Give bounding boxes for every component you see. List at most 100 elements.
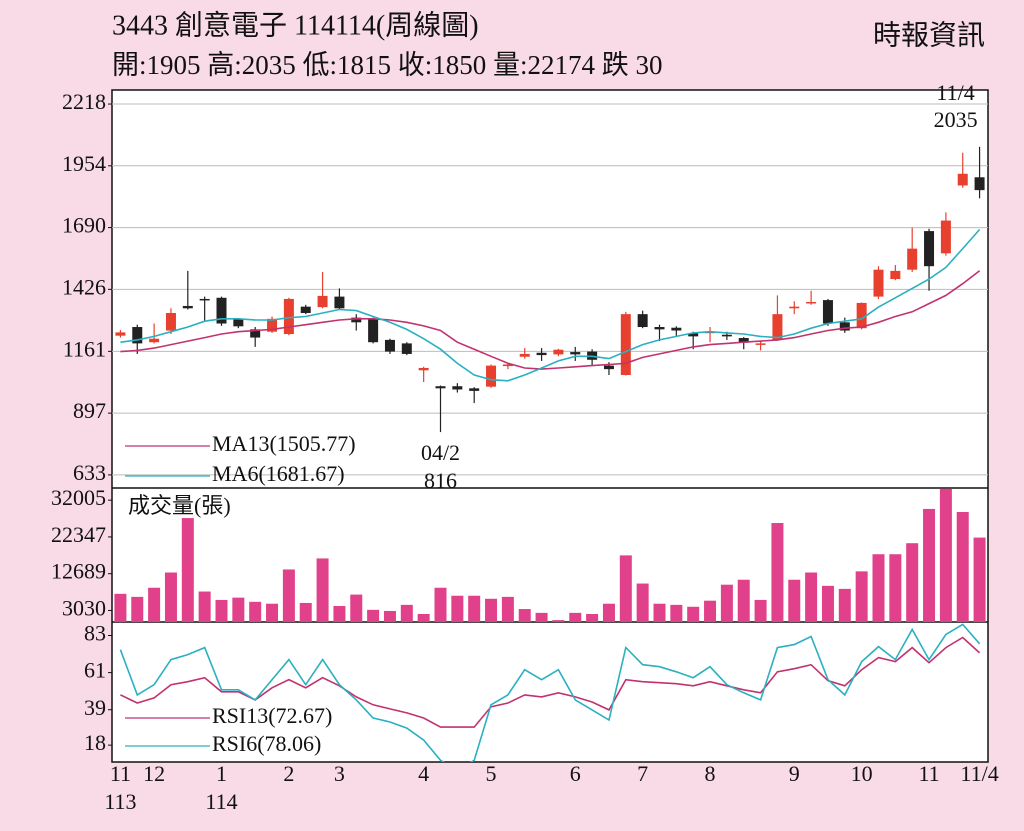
volume-bar [350,594,363,622]
annotation-value: 816 [424,468,457,493]
volume-bar [805,572,818,622]
volume-bar [670,604,683,622]
legend-label: RSI13(72.67) [212,703,332,728]
volume-bar [838,588,851,622]
y-tick-label: 1426 [62,274,106,299]
candle-body [772,314,783,340]
x-tick-label: 2 [283,761,294,786]
candle-body [789,306,800,309]
candle-body [654,327,665,330]
volume-bar [754,599,767,622]
x-tick-label: 4 [418,761,429,786]
y-tick-label: 32005 [51,485,106,510]
candle-body [250,329,261,338]
candle-body [940,220,951,254]
volume-bar [282,569,295,622]
x-tick-label: 1 [216,761,227,786]
candle-body [873,269,884,297]
y-tick-label: 633 [73,460,106,485]
panel-label: 成交量(張) [128,493,231,518]
volume-bar [215,599,228,622]
volume-bar [956,511,969,622]
volume-bar [586,614,599,622]
volume-bar [720,584,733,622]
volume-bar [181,518,194,622]
candle-body [637,314,648,328]
y-tick-label: 3030 [62,596,106,621]
volume-bar [451,595,464,622]
volume-bar [316,558,329,622]
volume-bar [148,587,161,622]
candle-body [469,388,480,391]
volume-bar [333,606,346,622]
volume-bar [535,612,548,622]
y-tick-label: 22347 [51,522,106,547]
volume-bar [855,571,868,622]
candle-body [907,248,918,270]
candle-body [216,297,227,324]
candle-body [435,386,446,389]
x-tick-label: 11 [110,761,131,786]
y-tick-label: 12689 [51,559,106,584]
candle-body [418,367,429,371]
x-year-label: 114 [205,789,237,814]
annotation-value: 2035 [934,107,978,132]
candle-body [149,338,160,343]
volume-bar [687,606,700,622]
annotation-date: 11/4 [936,80,974,105]
candle-body [351,317,362,323]
volume-bar [788,579,801,622]
candle-body [536,352,547,356]
y-tick-label: 897 [73,398,106,423]
y-tick-label: 39 [84,695,106,720]
y-tick-label: 1954 [62,151,106,176]
annotation-date: 04/2 [421,440,460,465]
volume-bar [434,587,447,622]
x-year-label: 113 [104,789,136,814]
candle-body [115,332,126,336]
volume-bar [704,600,717,622]
y-tick-label: 1161 [63,336,106,361]
candle-body [570,352,581,355]
candle-body [182,305,193,309]
x-tick-label: 11 [918,761,939,786]
x-tick-label: 12 [143,761,165,786]
volume-bar [889,554,902,622]
candle-body [603,365,614,370]
volume-bar [821,585,834,622]
volume-bar [872,554,885,622]
volume-bar [485,598,498,622]
legend-label: MA6(1681.67) [212,461,345,486]
volume-bar [299,602,312,622]
volume-bar [417,614,430,622]
volume-bar [973,537,986,622]
volume-bar [232,597,245,622]
volume-bar [383,610,396,622]
volume-bar [114,593,127,622]
y-tick-label: 83 [84,621,106,646]
y-tick-label: 1690 [62,213,106,238]
y-tick-label: 18 [84,730,106,755]
volume-bar [939,488,952,622]
series-line [120,270,981,370]
volume-bar [602,603,615,622]
candle-body [839,322,850,331]
candle-body [671,327,682,331]
x-tick-label: 7 [637,761,648,786]
series-line [120,228,981,382]
candle-body [688,333,699,337]
candle-body [957,173,968,186]
legend-label: RSI6(78.06) [212,731,321,756]
candle-body [755,343,766,345]
volume-bar [569,612,582,622]
volume-bar [198,591,211,622]
candle-body [924,231,935,267]
volume-bar [468,595,481,622]
candle-body [165,312,176,331]
x-tick-label: 3 [334,761,345,786]
candle-body [856,302,867,329]
chart-subtitle: 開:1905 高:2035 低:1815 收:1850 量:22174 跌 30 [112,50,663,80]
candle-body [806,301,817,304]
candle-body [452,386,463,390]
